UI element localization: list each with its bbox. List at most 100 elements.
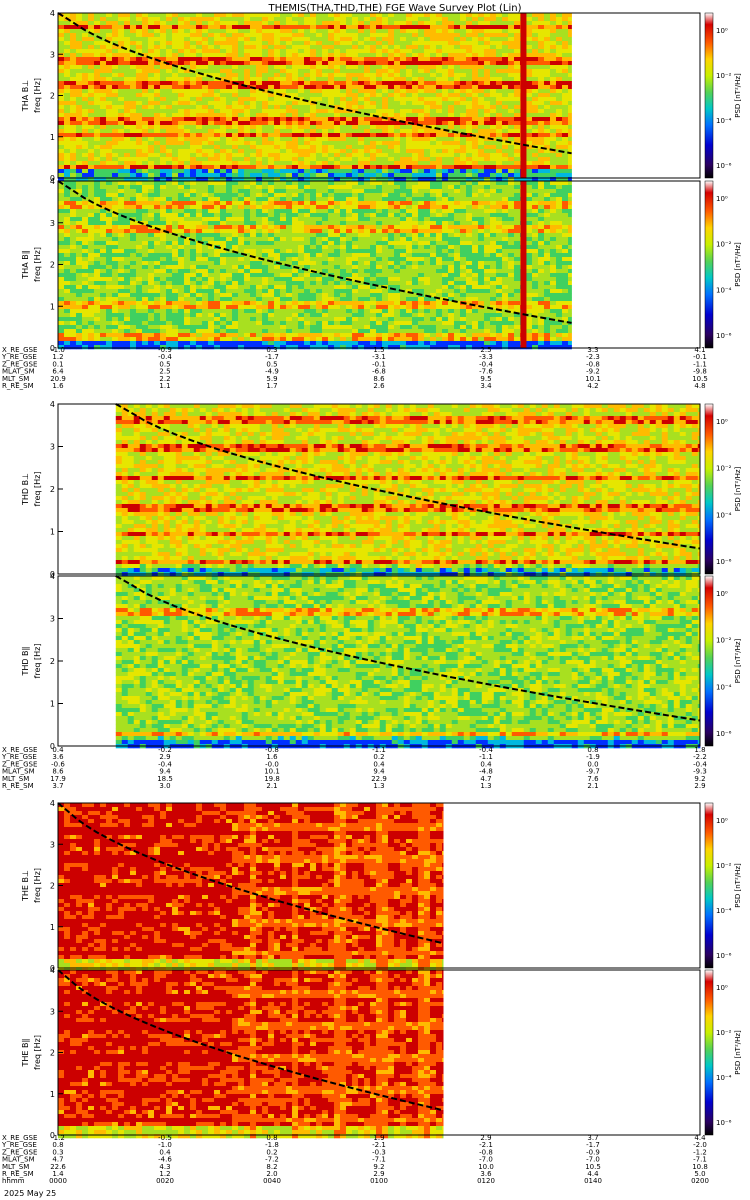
heatmap-cell (484, 49, 491, 54)
heatmap-cell (448, 189, 455, 194)
heatmap-cell (106, 109, 113, 114)
heatmap-cell (310, 149, 317, 154)
heatmap-cell (388, 241, 395, 246)
heatmap-cell (172, 81, 179, 86)
heatmap-cell (244, 217, 251, 222)
heatmap-cell (304, 177, 311, 182)
heatmap-cell (418, 25, 425, 30)
heatmap-cell (214, 189, 221, 194)
heatmap-cell (478, 165, 485, 170)
heatmap-cell (160, 169, 167, 174)
heatmap-cell (484, 237, 491, 242)
heatmap-cell (502, 133, 509, 138)
heatmap-cell (76, 161, 83, 166)
heatmap-cell (550, 149, 557, 154)
heatmap-cell (274, 133, 281, 138)
heatmap-cell (364, 153, 371, 158)
heatmap-cell (532, 185, 539, 190)
heatmap-cell (364, 41, 371, 46)
heatmap-cell (526, 129, 533, 134)
heatmap-cell (256, 45, 263, 50)
heatmap-cell (376, 113, 383, 118)
heatmap-cell (418, 169, 425, 174)
heatmap-cell (190, 29, 197, 34)
heatmap-cell (430, 185, 437, 190)
heatmap-cell (484, 73, 491, 78)
heatmap-cell (178, 73, 185, 78)
heatmap-cell (88, 229, 95, 234)
heatmap-cell (58, 141, 65, 146)
heatmap-cell (412, 21, 419, 26)
heatmap-cell (160, 45, 167, 50)
heatmap-cell (388, 237, 395, 242)
heatmap-cell (406, 125, 413, 130)
heatmap-cell (508, 53, 515, 58)
heatmap-cell (274, 165, 281, 170)
heatmap-cell (250, 161, 257, 166)
heatmap-cell (274, 21, 281, 26)
heatmap-cell (244, 197, 251, 202)
heatmap-cell (454, 173, 461, 178)
heatmap-cell (58, 157, 65, 162)
heatmap-cell (352, 129, 359, 134)
heatmap-cell (382, 229, 389, 234)
heatmap-cell (568, 105, 572, 110)
heatmap-cell (550, 193, 557, 198)
heatmap-cell (442, 105, 449, 110)
heatmap-cell (358, 33, 365, 38)
heatmap-cell (310, 217, 317, 222)
heatmap-cell (334, 241, 341, 246)
heatmap-cell (526, 105, 533, 110)
heatmap-cell (160, 113, 167, 118)
heatmap-cell (262, 89, 269, 94)
heatmap-cell (472, 189, 479, 194)
heatmap-cell (562, 189, 569, 194)
heatmap-cell (442, 129, 449, 134)
heatmap-cell (382, 45, 389, 50)
heatmap-cell (346, 193, 353, 198)
heatmap-cell (292, 81, 299, 86)
heatmap-cell (436, 17, 443, 22)
heatmap-cell (346, 165, 353, 170)
heatmap-cell (88, 13, 95, 18)
heatmap-cell (142, 25, 149, 30)
heatmap-cell (430, 205, 437, 210)
heatmap-cell (544, 153, 551, 158)
heatmap-cell (298, 53, 305, 58)
heatmap-cell (358, 57, 365, 62)
heatmap-cell (172, 201, 179, 206)
heatmap-cell (184, 77, 191, 82)
heatmap-cell (208, 185, 215, 190)
heatmap-cell (550, 189, 557, 194)
heatmap-cell (472, 241, 479, 246)
heatmap-cell (472, 185, 479, 190)
heatmap-cell (532, 29, 539, 34)
heatmap-cell (100, 117, 107, 122)
heatmap-cell (100, 205, 107, 210)
heatmap-cell (298, 221, 305, 226)
heatmap-cell (436, 89, 443, 94)
heatmap-cell (208, 85, 215, 90)
heatmap-cell (244, 89, 251, 94)
heatmap-cell (298, 237, 305, 242)
heatmap-cell (454, 129, 461, 134)
heatmap-cell (298, 65, 305, 70)
heatmap-cell (562, 197, 569, 202)
heatmap-cell (340, 189, 347, 194)
heatmap-cell (148, 49, 155, 54)
heatmap-cell (244, 137, 251, 142)
heatmap-cell (214, 29, 221, 34)
heatmap-cell (298, 149, 305, 154)
heatmap-cell (286, 101, 293, 106)
heatmap-cell (262, 21, 269, 26)
heatmap-cell (130, 105, 137, 110)
heatmap-cell (550, 17, 557, 22)
heatmap-cell (466, 105, 473, 110)
heatmap-cell (532, 33, 539, 38)
heatmap-cell (106, 233, 113, 238)
heatmap-cell (364, 133, 371, 138)
heatmap-cell (478, 29, 485, 34)
heatmap-cell (238, 41, 245, 46)
heatmap-cell (502, 161, 509, 166)
heatmap-cell (304, 117, 311, 122)
